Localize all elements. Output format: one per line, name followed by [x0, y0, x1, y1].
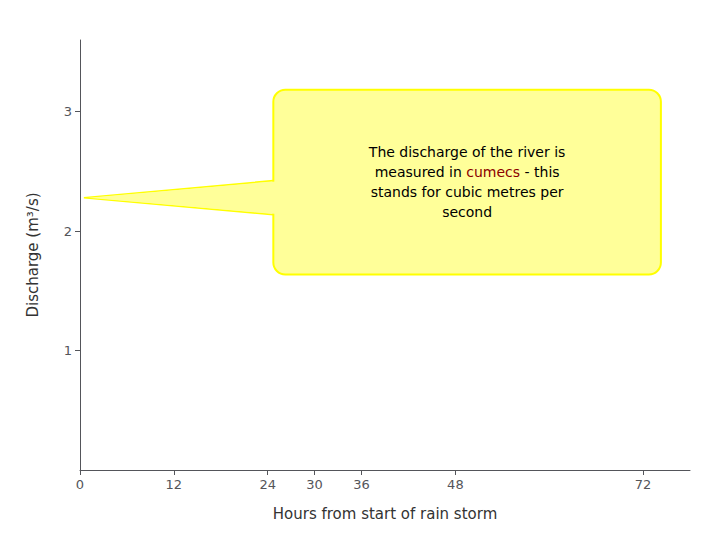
svg-text:measured in: measured in [375, 164, 467, 180]
svg-text:36: 36 [353, 477, 370, 492]
svg-text:cumecs: cumecs [466, 164, 520, 180]
svg-text:Hours from start of rain storm: Hours from start of rain storm [273, 505, 498, 523]
svg-text:second: second [442, 204, 492, 220]
svg-text:48: 48 [447, 477, 464, 492]
svg-text:1: 1 [64, 343, 72, 358]
svg-text:2: 2 [64, 224, 72, 239]
svg-text:stands for cubic metres per: stands for cubic metres per [371, 184, 564, 200]
svg-text:0: 0 [76, 477, 84, 492]
svg-text:30: 30 [306, 477, 323, 492]
svg-text:3: 3 [64, 104, 72, 119]
svg-text:12: 12 [166, 477, 183, 492]
svg-text:- this: - this [520, 164, 560, 180]
svg-text:24: 24 [259, 477, 276, 492]
svg-text:72: 72 [635, 477, 652, 492]
svg-text:Discharge (m³/s): Discharge (m³/s) [24, 192, 42, 317]
svg-text:The discharge of the river is: The discharge of the river is [368, 144, 565, 160]
